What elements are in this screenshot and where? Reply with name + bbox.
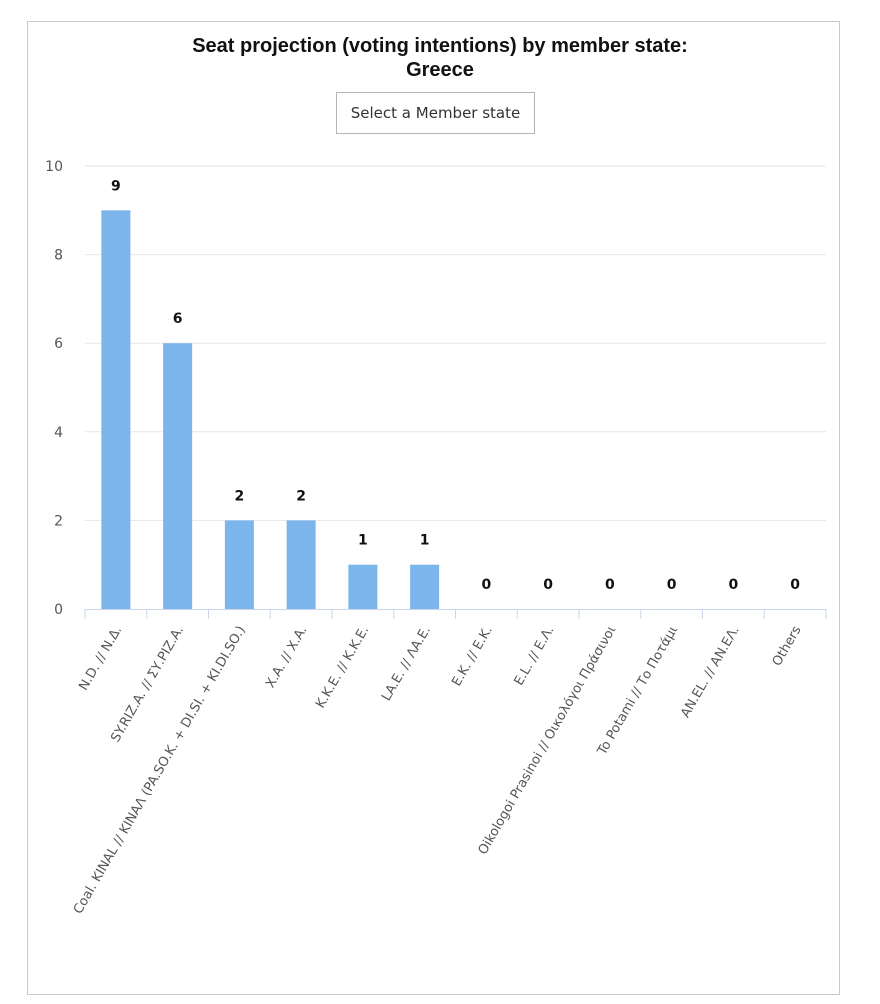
x-axis: [84, 609, 827, 619]
x-category-label: E.L. // Ε.Λ.: [512, 624, 558, 689]
bar: [286, 520, 316, 609]
data-label: 6: [173, 311, 183, 327]
data-label: 2: [235, 488, 245, 504]
y-tick-label: 10: [45, 159, 63, 175]
y-tick-label: 8: [54, 248, 63, 264]
y-tick-label: 0: [54, 602, 63, 618]
data-label: 1: [358, 533, 368, 549]
data-label: 1: [420, 533, 430, 549]
data-label: 9: [111, 178, 121, 194]
data-label: 0: [729, 577, 739, 593]
data-label: 0: [605, 577, 615, 593]
x-category-label: AN.EL. // ΑΝ.ΕΛ.: [678, 624, 743, 721]
chart-title-line-1: Seat projection (voting intentions) by m…: [192, 35, 688, 57]
x-category-label: LA.E. // ΛΑ.Ε.: [379, 624, 434, 704]
x-category-label: N.D. // Ν.Δ.: [76, 624, 125, 694]
y-tick-label: 4: [54, 425, 63, 441]
bar: [224, 520, 254, 609]
chart-title: Seat projection (voting intentions) by m…: [0, 34, 880, 82]
bar: [348, 564, 378, 609]
x-category-label: Others: [770, 623, 805, 669]
grid-lines: [85, 165, 826, 521]
data-label: 2: [296, 488, 306, 504]
x-axis-categories: N.D. // Ν.Δ.SY.RIZ.A. // ΣΥ.ΡΙΖ.Α.Coal. …: [71, 623, 805, 916]
data-label: 0: [790, 577, 800, 593]
data-label: 0: [667, 577, 677, 593]
y-tick-label: 2: [54, 513, 63, 529]
x-category-label: X.A. // Χ.Α.: [263, 624, 310, 691]
bar: [163, 343, 193, 609]
data-label: 0: [482, 577, 492, 593]
data-label: 0: [543, 577, 553, 593]
y-axis-ticks: 0 2 4 6 8 10: [45, 159, 63, 618]
chart-container: [27, 21, 840, 995]
select-member-state-button[interactable]: Select a Member state: [336, 92, 535, 134]
x-category-label: Oikologoi Prasinoi // Οικολόγοι Πράσινοι: [476, 624, 620, 858]
data-labels: 9 6 2 2 1 1 0 0 0 0 0 0: [111, 178, 800, 593]
bar: [101, 210, 131, 610]
chart-title-line-2: Greece: [406, 59, 474, 81]
y-tick-label: 6: [54, 336, 63, 352]
x-category-label: E.K. // Ε.Κ.: [449, 624, 496, 690]
bars: [101, 210, 440, 610]
bar: [410, 564, 440, 609]
x-category-label: K.K.E. // Κ.Κ.Ε.: [313, 624, 372, 711]
